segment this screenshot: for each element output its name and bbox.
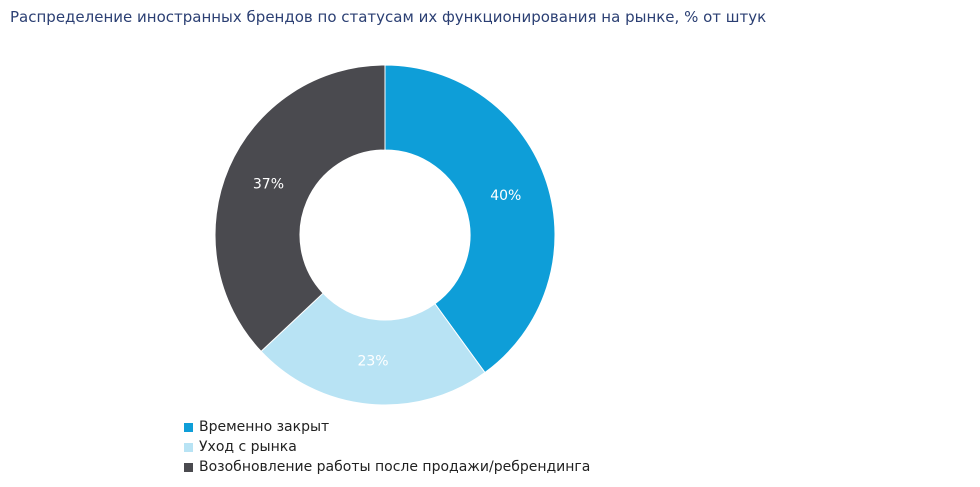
legend-swatch (184, 442, 193, 452)
data-label: 40% (490, 188, 521, 204)
legend-item: Уход с рынка (184, 437, 590, 457)
legend-swatch (184, 462, 193, 472)
donut-slice (214, 64, 386, 353)
legend-item: Временно закрыт (184, 417, 590, 437)
chart-title: Распределение иностранных брендов по ста… (10, 8, 767, 26)
legend-label: Возобновление работы после продажи/ребре… (199, 459, 591, 475)
legend: Временно закрыт Уход с рынка Возобновлен… (184, 417, 590, 477)
slices-group (214, 64, 556, 406)
legend-label: Уход с рынка (199, 439, 297, 455)
legend-item: Возобновление работы после продажи/ребре… (184, 457, 590, 477)
donut-slice (260, 292, 486, 406)
labels-group: 40% 23% 37% (253, 177, 521, 370)
legend-swatch (184, 422, 193, 432)
data-label: 23% (357, 353, 388, 369)
donut-slice (384, 64, 556, 374)
legend-label: Временно закрыт (199, 419, 330, 435)
data-label: 37% (253, 177, 284, 193)
